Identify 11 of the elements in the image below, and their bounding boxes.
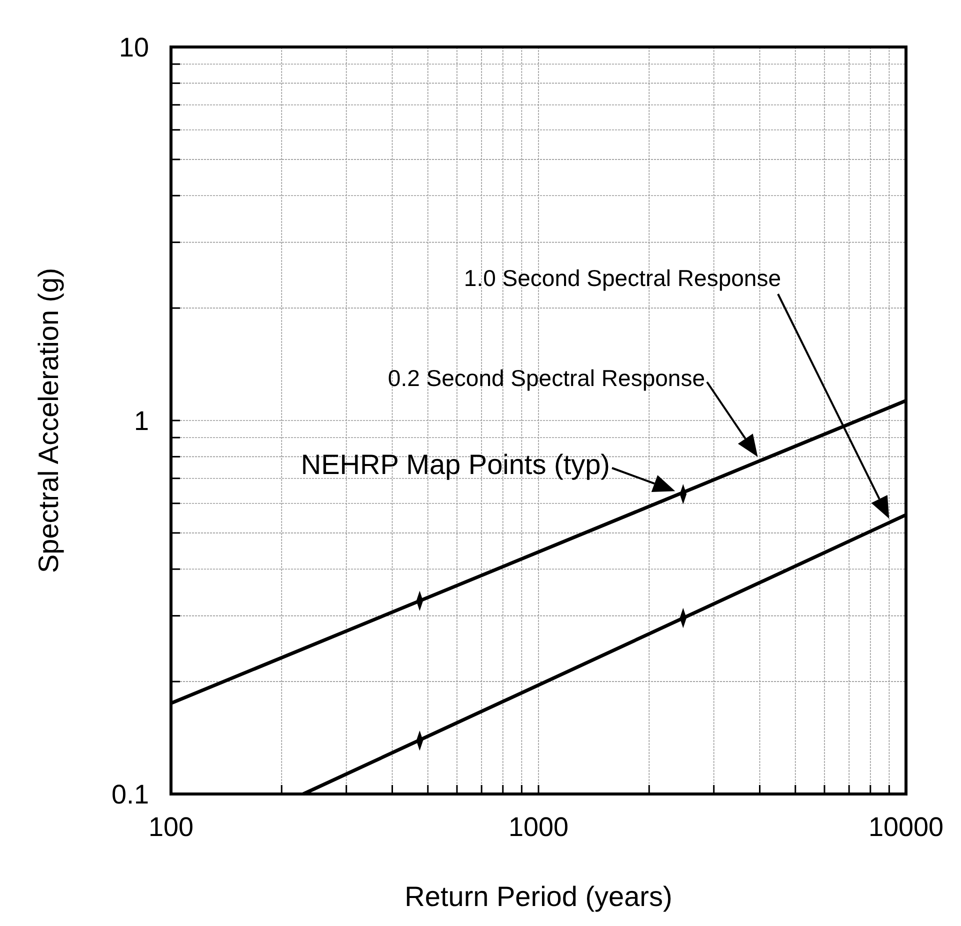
x-tick-label: 10000	[868, 812, 944, 842]
annotation: 1.0 Second Spectral Response	[464, 265, 781, 291]
y-tick-label: 1	[134, 406, 149, 436]
x-axis-title: Return Period (years)	[404, 881, 672, 912]
annotation: 0.2 Second Spectral Response	[388, 365, 705, 391]
y-axis-title: Spectral Acceleration (g)	[33, 268, 64, 574]
y-tick-label: 0.1	[111, 779, 149, 810]
x-tick-label: 100	[148, 812, 194, 842]
x-tick-label: 1000	[508, 812, 569, 842]
annotation: NEHRP Map Points (typ)	[300, 449, 610, 480]
y-tick-label: 10	[118, 32, 149, 62]
